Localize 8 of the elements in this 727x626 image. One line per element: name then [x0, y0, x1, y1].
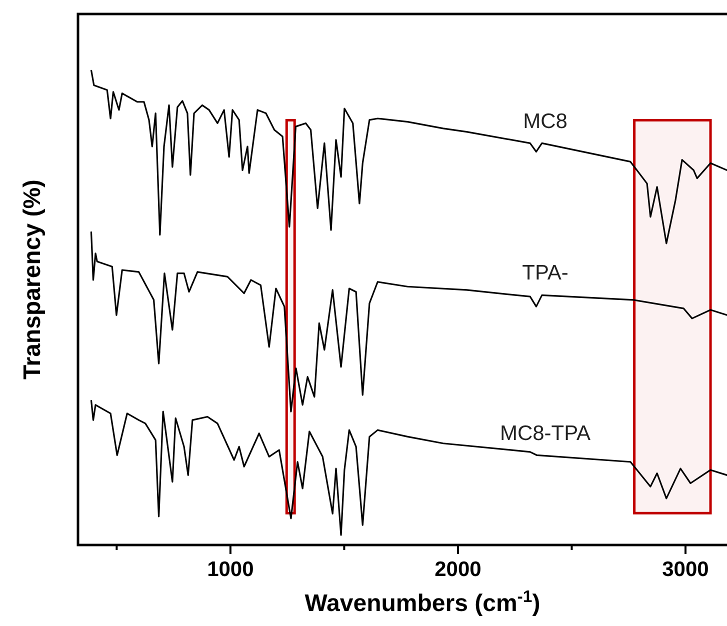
- x-tick-label: 1000: [207, 558, 254, 581]
- x-tick-label: 3000: [662, 558, 709, 581]
- x-axis-title: Wavenumbers (cm$^{-1}$): [304, 586, 540, 617]
- series-label: MC8-TPA: [500, 422, 591, 445]
- x-tick-label: 2000: [434, 558, 482, 581]
- series-label: TPA-: [522, 261, 568, 284]
- y-axis-title: Transparency (%): [19, 179, 46, 380]
- series-label: MC8: [523, 110, 568, 133]
